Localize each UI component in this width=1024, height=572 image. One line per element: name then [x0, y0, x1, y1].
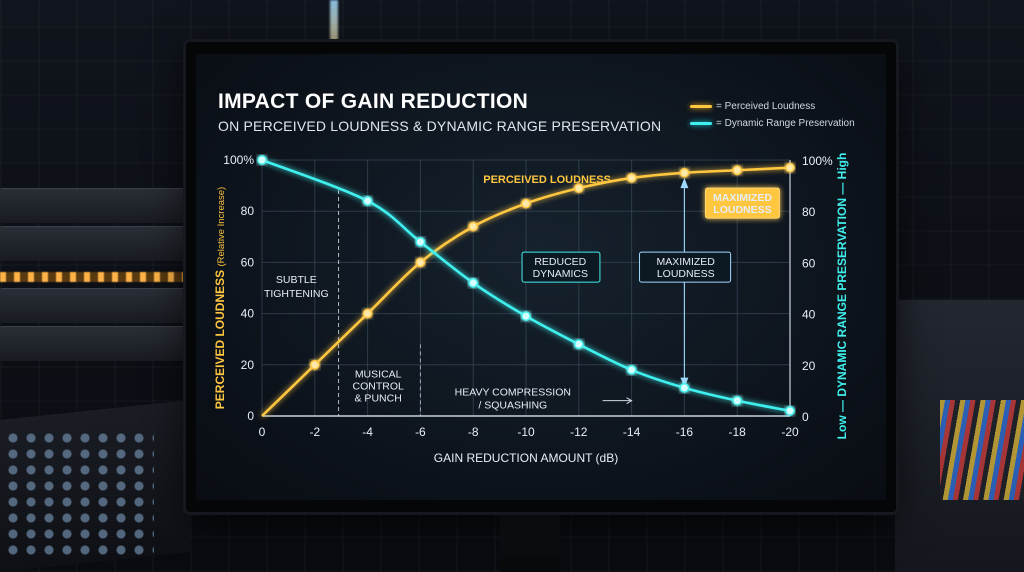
- annotation-maximized-gold: LOUDNESS: [713, 204, 771, 216]
- annotation-box-maximized-mid: [639, 251, 732, 283]
- monitor-screen: IMPACT OF GAIN REDUCTION ON PERCEIVED LO…: [196, 54, 886, 500]
- y-right-tick-label: 0: [802, 410, 809, 424]
- data-point-dynamic-range: [573, 339, 584, 350]
- rack-led-strip: [0, 272, 190, 282]
- data-point-loudness: [785, 162, 795, 173]
- annotation-reduced-dynamics: REDUCED: [534, 256, 586, 268]
- annotation-heavy-compression: / SQUASHING: [478, 400, 547, 412]
- annotation-musical-control: & PUNCH: [355, 393, 402, 405]
- x-tick-label: -14: [623, 425, 641, 439]
- legend-label-dynamic-range: = Dynamic Range Preservation: [716, 118, 855, 129]
- y-left-axis-title-sub: (Relative Increase): [216, 187, 227, 267]
- data-point-loudness: [679, 167, 690, 178]
- y-left-tick-label: 0: [247, 409, 254, 423]
- y-right-tick-label: 20: [802, 359, 816, 373]
- led-light-strip: [330, 0, 338, 60]
- y-right-tick-label: 60: [802, 256, 816, 270]
- series-line-dynamic-range: [261, 158, 791, 413]
- annotation-heavy-compression: HEAVY COMPRESSION: [455, 387, 571, 399]
- y-left-tick-label: 20: [241, 358, 255, 372]
- data-point-loudness: [415, 257, 426, 268]
- x-tick-label: -4: [362, 425, 373, 439]
- data-point-dynamic-range: [679, 382, 690, 393]
- x-tick-label: -12: [570, 425, 588, 439]
- data-point-dynamic-range: [521, 311, 531, 322]
- data-point-dynamic-range: [785, 405, 795, 416]
- rack-unit: [0, 288, 190, 323]
- data-point-loudness: [732, 165, 743, 176]
- annotation-maximized-mid: MAXIMIZED: [657, 256, 716, 268]
- annotation-musical-control: CONTROL: [352, 381, 403, 393]
- y-left-axis-title: PERCEIVED LOUDNESS (Relative Increase): [213, 187, 227, 409]
- y-right-tick-label: 100%: [802, 154, 833, 168]
- data-point-dynamic-range: [257, 155, 267, 165]
- chart-subtitle: ON PERCEIVED LOUDNESS & DYNAMIC RANGE PR…: [218, 118, 662, 134]
- annotation-subtle-tightening: TIGHTENING: [264, 288, 329, 300]
- chart-guides: [338, 177, 689, 416]
- annotation-box-reduced-dynamics: [521, 251, 601, 283]
- y-left-tick-label: 80: [241, 204, 255, 218]
- y-right-axis-title: Low — DYNAMIC RANGE PRESERVATION — High: [835, 153, 849, 440]
- y-right-tick-label: 80: [802, 205, 816, 219]
- annotation-reduced-dynamics: DYNAMICS: [533, 268, 588, 280]
- y-left-tick-label: 100%: [223, 153, 254, 167]
- chart-title: IMPACT OF GAIN REDUCTION: [218, 90, 529, 113]
- chart-annotations: PERCEIVED LOUDNESS SUBTLE TIGHTENING MUSICA…: [264, 174, 780, 412]
- legend-item-dynamic-range: = Dynamic Range Preservation: [690, 115, 855, 132]
- rack-unit: [0, 226, 190, 261]
- y-right-tick-label: 40: [802, 308, 816, 322]
- data-point-dynamic-range: [732, 395, 743, 406]
- chart-series: [257, 155, 795, 417]
- legend-label-loudness: = Perceived Loudness: [716, 101, 816, 112]
- x-tick-label: 0: [259, 425, 266, 439]
- legend-item-loudness: = Perceived Loudness: [690, 98, 855, 115]
- rack-unit: [0, 188, 190, 223]
- annotation-maximized-gold: MAXIMIZED: [713, 192, 772, 204]
- console-knobs: [4, 430, 154, 560]
- chart-ticks: 0 -2 -4 -6 -8 -10 -12 -14 -16 -18 -20020406080100%…: [213, 153, 849, 465]
- y-left-tick-label: 60: [241, 255, 255, 269]
- arrow-head-down: [680, 377, 689, 388]
- data-point-dynamic-range: [415, 236, 426, 247]
- arrow-head-right: [626, 397, 633, 405]
- x-tick-label: -18: [729, 425, 747, 439]
- data-point-dynamic-range: [468, 277, 479, 288]
- data-point-dynamic-range: [362, 196, 373, 206]
- x-tick-label: -16: [676, 425, 694, 439]
- data-point-loudness: [309, 359, 320, 370]
- monitor: IMPACT OF GAIN REDUCTION ON PERCEIVED LO…: [186, 42, 896, 512]
- data-point-loudness: [362, 308, 373, 319]
- annotation-perceived-loudness: PERCEIVED LOUDNESS: [483, 174, 611, 186]
- x-tick-label: -20: [781, 425, 799, 439]
- y-left-axis-title-main: PERCEIVED LOUDNESS: [213, 267, 227, 410]
- x-tick-label: -6: [415, 425, 426, 439]
- x-tick-label: -10: [517, 425, 535, 439]
- data-point-loudness: [468, 221, 479, 232]
- legend-swatch-loudness: [690, 105, 712, 108]
- x-tick-label: -8: [468, 425, 479, 439]
- chart-legend: = Perceived Loudness = Dynamic Range Pre…: [690, 98, 855, 132]
- monitor-stand: [500, 512, 560, 572]
- legend-swatch-dynamic-range: [690, 122, 712, 125]
- data-point-loudness: [626, 172, 637, 183]
- data-point-dynamic-range: [626, 364, 637, 375]
- annotation-subtle-tightening: SUBTLE: [276, 274, 317, 286]
- data-point-loudness: [521, 198, 531, 209]
- left-equipment-rack: [0, 180, 190, 380]
- chart-plot: 0 -2 -4 -6 -8 -10 -12 -14 -16 -18 -20020406080100%…: [213, 153, 849, 465]
- annotation-maximized-mid: LOUDNESS: [657, 268, 715, 280]
- data-point-loudness: [573, 183, 584, 194]
- arrow-head-up: [680, 177, 689, 189]
- annotation-musical-control: MUSICAL: [355, 369, 402, 381]
- rack-unit: [0, 326, 190, 361]
- patch-cables: [940, 400, 1024, 500]
- x-axis-title: GAIN REDUCTION AMOUNT (dB): [434, 451, 618, 465]
- annotation-box-maximized-gold: [705, 187, 780, 219]
- y-left-tick-label: 40: [241, 307, 255, 321]
- x-tick-label: -2: [309, 425, 320, 439]
